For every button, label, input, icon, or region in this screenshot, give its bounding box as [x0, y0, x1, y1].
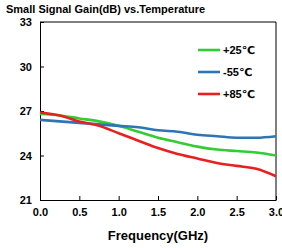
legend-item: -55℃: [198, 66, 252, 78]
series-group: [40, 112, 276, 176]
tick: 1.5: [151, 196, 166, 218]
legend-swatch: [198, 71, 220, 74]
tick: 24: [20, 150, 44, 162]
tick: 30: [20, 61, 44, 73]
tick-label: 0.0: [33, 206, 48, 218]
plot: 0.00.51.01.52.02.53.02124273033+25℃-55℃+…: [20, 16, 282, 218]
tick-mark: [40, 67, 44, 68]
tick-mark: [158, 196, 159, 200]
title: Small Signal Gain(dB) vs.Temperature: [6, 3, 205, 15]
x-axis: 0.0 0.5 1.0 1.5 2.0 2.5 3.0: [33, 196, 282, 218]
legend-swatch: [198, 49, 220, 52]
y-axis: 21 24 27 30 33: [20, 16, 44, 206]
tick-mark: [197, 196, 198, 200]
legend-item: +25℃: [198, 44, 255, 56]
tick: 0.5: [72, 196, 87, 218]
tick-mark: [40, 200, 44, 201]
tick: 3.0: [269, 196, 282, 218]
tick-label: 2.0: [190, 206, 205, 218]
tick-label: 24: [20, 150, 33, 162]
series-line: [40, 112, 276, 176]
tick-label: 1.0: [112, 206, 127, 218]
tick-mark: [79, 196, 80, 200]
tick: 2.5: [230, 196, 245, 218]
tick-mark: [40, 22, 44, 23]
tick-mark: [237, 196, 238, 200]
tick-mark: [40, 156, 44, 157]
x-axis-title: Frequency(GHz): [108, 228, 208, 243]
chart: Small Signal Gain(dB) vs.Temperature0.00…: [0, 0, 282, 248]
tick-label: 2.5: [230, 206, 245, 218]
tick: 21: [20, 194, 44, 206]
series-line: [40, 120, 276, 138]
frame: [40, 22, 276, 23]
legend-item: +85℃: [198, 88, 255, 100]
tick-label: 1.5: [151, 206, 166, 218]
tick: 2.0: [190, 196, 205, 218]
tick: 1.0: [112, 196, 127, 218]
tick: 33: [20, 16, 44, 28]
tick-label: 21: [20, 194, 32, 206]
legend-label: -55℃: [223, 66, 252, 78]
tick-label: 30: [20, 61, 32, 73]
tick-label: 3.0: [269, 206, 282, 218]
tick-label: 27: [20, 105, 32, 117]
tick-label: 0.5: [72, 206, 87, 218]
tick-label: 33: [20, 16, 32, 28]
axis-line: [41, 200, 277, 201]
legend-label: +25℃: [223, 44, 255, 56]
tick-mark: [276, 196, 277, 200]
legend: +25℃ -55℃ +85℃: [198, 44, 255, 100]
legend-label: +85℃: [223, 88, 255, 100]
tick-mark: [119, 196, 120, 200]
frame: [276, 22, 277, 200]
legend-swatch: [198, 93, 220, 96]
